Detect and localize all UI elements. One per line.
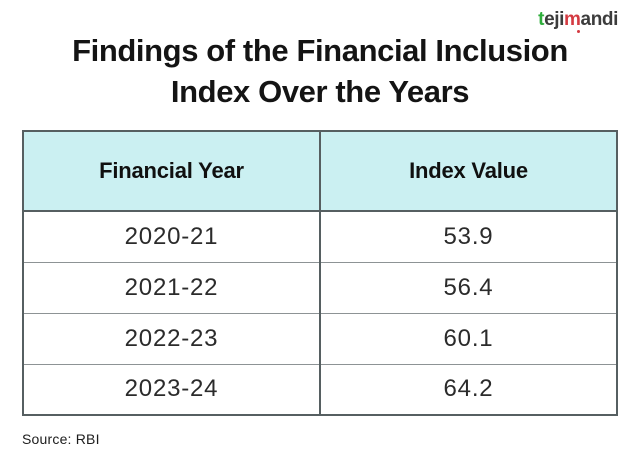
table-header-row: Financial Year Index Value <box>22 130 618 212</box>
findings-table: Financial Year Index Value 2020-21 53.9 … <box>22 130 618 416</box>
logo-dot-icon <box>576 30 580 33</box>
source-note: Source: RBI <box>22 431 100 447</box>
cell-financial-year: 2021-22 <box>22 261 321 314</box>
cell-financial-year: 2020-21 <box>22 210 321 263</box>
page-title-line-2: Index Over the Years <box>170 74 470 109</box>
page-title: Findings of the Financial Inclusion Inde… <box>0 30 640 112</box>
cell-index-value: 56.4 <box>319 261 618 314</box>
table-row: 2021-22 56.4 <box>22 261 618 314</box>
cell-index-value: 64.2 <box>319 363 618 416</box>
cell-index-value: 53.9 <box>319 210 618 263</box>
logo-letters-andi: andi <box>580 9 619 30</box>
tejimandi-logo: tejim andi <box>538 9 619 33</box>
column-header-financial-year: Financial Year <box>22 130 321 212</box>
logo-letter-m: m <box>564 9 581 33</box>
logo-letter-m-text: m <box>564 9 581 30</box>
cell-financial-year: 2022-23 <box>22 312 321 365</box>
column-header-index-value: Index Value <box>319 130 618 212</box>
table-row: 2022-23 60.1 <box>22 312 618 365</box>
page-title-line-1: Findings of the Financial Inclusion <box>72 33 568 68</box>
cell-index-value: 60.1 <box>319 312 618 365</box>
logo-letters-eji: eji <box>544 9 565 30</box>
table-row: 2023-24 64.2 <box>22 363 618 416</box>
logo-letter-t: t <box>538 9 545 30</box>
cell-financial-year: 2023-24 <box>22 363 321 416</box>
table-row: 2020-21 53.9 <box>22 210 618 263</box>
